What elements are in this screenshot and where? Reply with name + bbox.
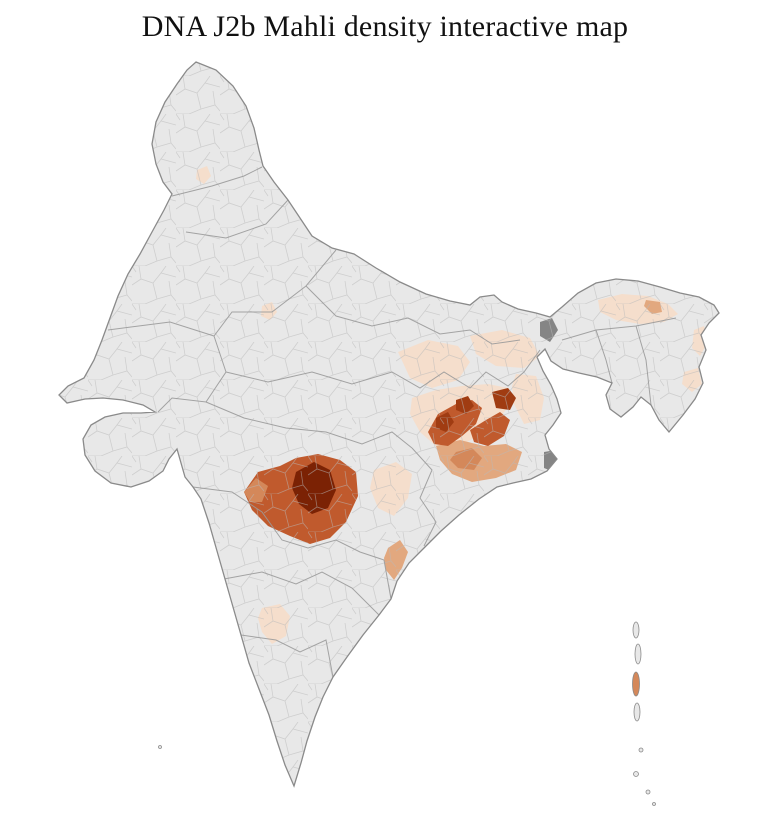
andaman-nicobar-islands[interactable] [158, 621, 656, 806]
map-title: DNA J2b Mahli density interactive map [141, 10, 629, 43]
andaman-island-1[interactable] [632, 621, 640, 639]
andaman-island-colored[interactable] [632, 671, 640, 697]
nicobar-islet-1[interactable] [638, 747, 644, 753]
nicobar-islet-3[interactable] [645, 789, 651, 795]
nicobar-islet-2[interactable] [633, 771, 639, 777]
andaman-island-2[interactable] [634, 643, 642, 665]
andaman-island-3[interactable] [633, 702, 641, 722]
lakshadweep-islet[interactable] [158, 745, 162, 749]
india-landmass[interactable] [59, 62, 719, 786]
kolkata-metro-area[interactable] [544, 450, 562, 472]
nicobar-islet-4[interactable] [652, 802, 656, 806]
